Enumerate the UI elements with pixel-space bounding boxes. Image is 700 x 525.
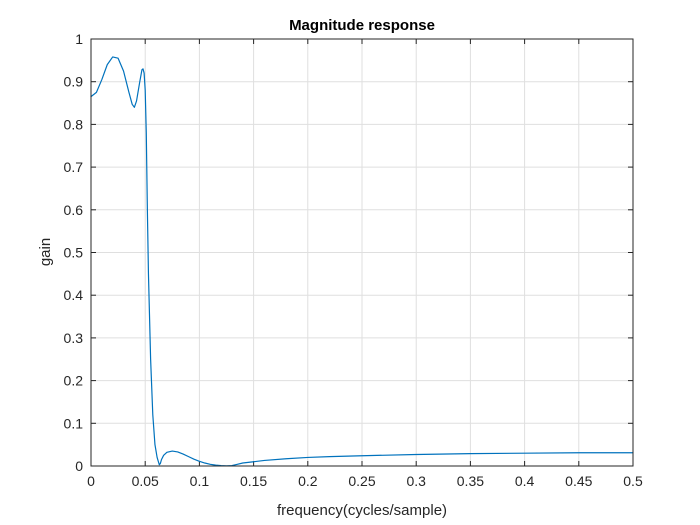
x-tick-label: 0.3	[406, 473, 426, 489]
plot-frame	[90, 38, 634, 467]
y-tick-label: 0	[75, 458, 83, 474]
x-tick-label: 0.25	[348, 473, 375, 489]
y-tick-label: 0.2	[64, 373, 84, 389]
x-tick-label: 0	[87, 473, 95, 489]
x-tick-label: 0.15	[240, 473, 267, 489]
y-tick-label: 0.7	[64, 159, 84, 175]
x-tick-label: 0.1	[190, 473, 210, 489]
x-tick-label: 0.05	[132, 473, 159, 489]
x-tick-labels: 0 0.05 0.1 0.15 0.2 0.25 0.3 0.35 0.4 0.45 0.5	[87, 473, 643, 489]
y-tick-label: 0.5	[64, 245, 84, 261]
chart-title: Magnitude response	[289, 17, 435, 34]
y-tick-label: 0.1	[64, 415, 84, 431]
x-tick-label: 0.4	[515, 473, 535, 489]
x-axis-label: frequency(cycles/sample)	[277, 502, 447, 519]
y-tick-label: 0.6	[64, 202, 84, 218]
y-axis-label: gain	[37, 238, 54, 266]
x-tick-label: 0.2	[298, 473, 318, 489]
y-tick-label: 0.8	[64, 116, 84, 132]
y-tick-label: 0.9	[64, 74, 84, 90]
series-group	[90, 56, 634, 467]
y-tick-label: 1	[75, 31, 83, 47]
x-tick-label: 0.45	[565, 473, 592, 489]
x-tick-label: 0.35	[457, 473, 484, 489]
y-tick-label: 0.3	[64, 330, 84, 346]
x-tick-label: 0.5	[623, 473, 643, 489]
y-tick-label: 0.4	[64, 287, 84, 303]
magnitude-series-line	[90, 56, 634, 467]
y-tick-labels: 0 0.1 0.2 0.3 0.4 0.5 0.6 0.7 0.8 0.9 1	[64, 31, 84, 474]
